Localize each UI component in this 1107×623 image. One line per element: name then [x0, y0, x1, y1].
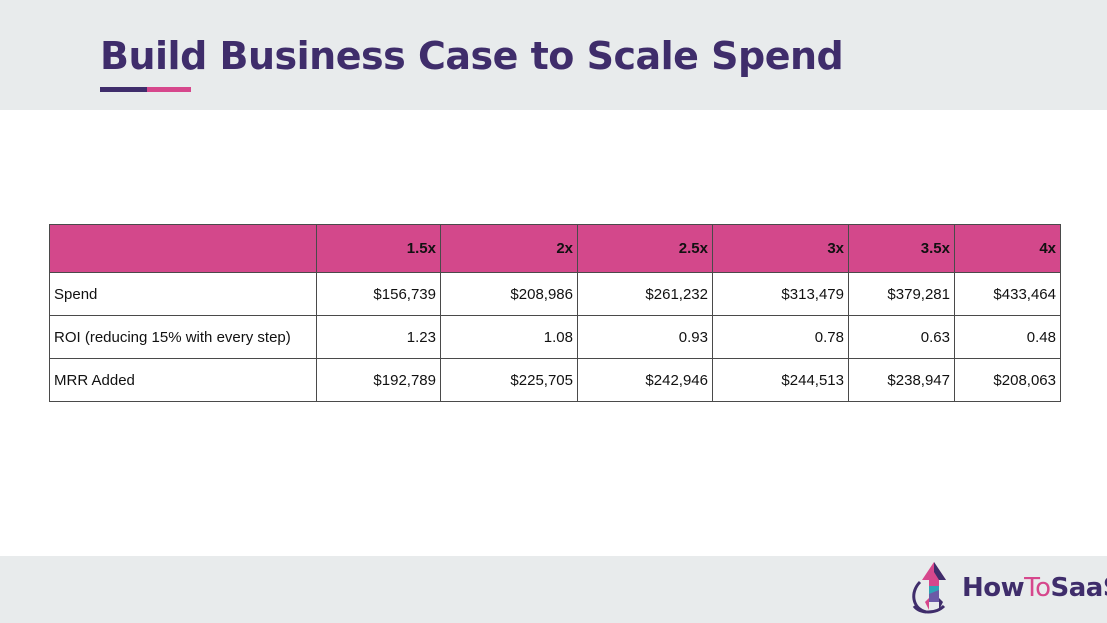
scaling-table: 1.5x 2x 2.5x 3x 3.5x 4x Spend $156,739 $…: [49, 224, 1061, 402]
title-underline: [100, 87, 191, 92]
table-header-row: 1.5x 2x 2.5x 3x 3.5x 4x: [49, 224, 1061, 273]
header-band: Build Business Case to Scale Spend: [0, 0, 1107, 110]
table-cell: $192,789: [316, 358, 441, 402]
table-cell: $261,232: [577, 272, 713, 316]
table-cell: 0.78: [712, 315, 849, 359]
table-cell: $238,947: [848, 358, 955, 402]
logo-text-to: To: [1024, 573, 1051, 603]
table-row: Spend $156,739 $208,986 $261,232 $313,47…: [49, 272, 1061, 316]
column-header: 4x: [954, 224, 1061, 273]
table-cell: $156,739: [316, 272, 441, 316]
column-header: 1.5x: [316, 224, 441, 273]
page-title: Build Business Case to Scale Spend: [100, 34, 844, 78]
table-cell: $244,513: [712, 358, 849, 402]
column-header: 3x: [712, 224, 849, 273]
table-cell: 1.23: [316, 315, 441, 359]
table-cell: $208,063: [954, 358, 1061, 402]
table-row: MRR Added $192,789 $225,705 $242,946 $24…: [49, 358, 1061, 402]
row-label: Spend: [49, 272, 317, 316]
table-cell: $379,281: [848, 272, 955, 316]
table-cell: $433,464: [954, 272, 1061, 316]
underline-purple-segment: [100, 87, 147, 92]
logo-text-how: How: [962, 573, 1025, 603]
table-cell: 0.48: [954, 315, 1061, 359]
table-cell: $313,479: [712, 272, 849, 316]
table-cell: 1.08: [440, 315, 578, 359]
howtosaas-logo: HowToSaaS: [906, 560, 1107, 616]
table-cell: $242,946: [577, 358, 713, 402]
row-label: ROI (reducing 15% with every step): [49, 315, 317, 359]
table-cell: 0.93: [577, 315, 713, 359]
column-header: [49, 224, 317, 273]
logo-text-saas: SaaS: [1050, 573, 1107, 603]
underline-pink-segment: [147, 87, 191, 92]
row-label: MRR Added: [49, 358, 317, 402]
logo-wordmark: HowToSaaS: [962, 573, 1107, 603]
table-cell: $208,986: [440, 272, 578, 316]
table-cell: $225,705: [440, 358, 578, 402]
table-row: ROI (reducing 15% with every step) 1.23 …: [49, 315, 1061, 359]
rocket-arrow-icon: [912, 562, 946, 614]
column-header: 3.5x: [848, 224, 955, 273]
column-header: 2.5x: [577, 224, 713, 273]
table-cell: 0.63: [848, 315, 955, 359]
column-header: 2x: [440, 224, 578, 273]
